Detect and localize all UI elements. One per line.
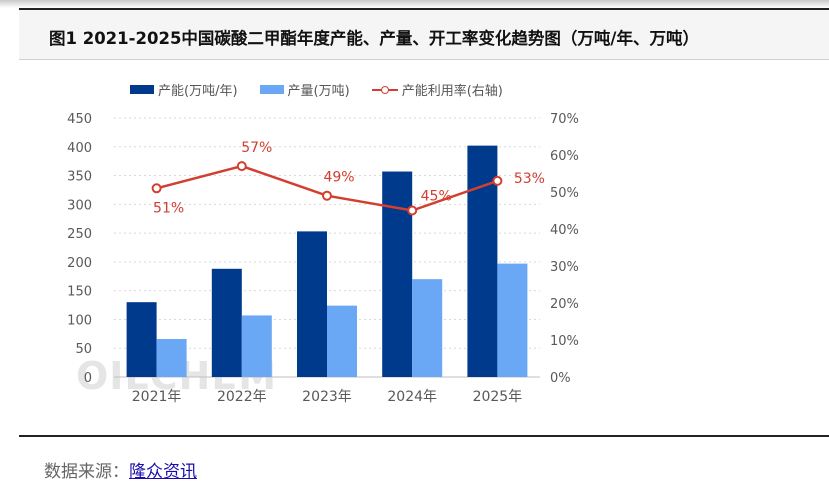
utilization-data-label: 51% <box>153 200 184 216</box>
x-tick-label: 2023年 <box>302 389 352 405</box>
source-label: 数据来源： <box>44 462 129 482</box>
x-tick-label: 2022年 <box>217 389 267 405</box>
y-right-tick-label: 50% <box>550 186 579 201</box>
output-bar <box>156 339 187 377</box>
utilization-point <box>151 183 162 194</box>
source-link[interactable]: 隆众资讯 <box>129 462 197 482</box>
y-left-tick-label: 350 <box>67 170 92 185</box>
legend-item-utilization: 产能利用率(右轴) <box>371 80 503 99</box>
utilization-data-label: 57% <box>241 140 272 156</box>
utilization-data-label: 45% <box>421 189 452 205</box>
x-tick-label: 2021年 <box>132 389 182 405</box>
utilization-data-label: 53% <box>514 171 545 187</box>
utilization-point <box>322 190 332 201</box>
bottom-divider <box>19 435 829 437</box>
x-tick-label: 2025年 <box>473 389 523 405</box>
y-right-tick-label: 30% <box>550 260 579 275</box>
chart-legend: 产能(万吨/年) 产量(万吨) 产能利用率(右轴) <box>130 80 503 99</box>
y-right-tick-label: 0% <box>550 371 571 386</box>
y-right-tick-label: 70% <box>550 112 579 127</box>
utilization-point <box>236 161 247 172</box>
y-right-tick-label: 40% <box>550 223 579 238</box>
y-left-tick-label: 450 <box>67 112 92 127</box>
output-bar <box>327 305 357 377</box>
y-right-tick-label: 20% <box>550 297 579 312</box>
capacity-bar <box>126 302 157 377</box>
capacity-bar <box>382 171 413 377</box>
capacity-swatch <box>130 85 154 94</box>
y-right-tick-label: 60% <box>550 149 579 164</box>
figure-title-bar: 图1 2021-2025中国碳酸二甲酯年度产能、产量、开工率变化趋势图（万吨/年… <box>19 8 829 60</box>
output-bar <box>241 315 272 377</box>
output-swatch <box>259 85 284 94</box>
legend-item-output: 产量(万吨) <box>259 80 350 99</box>
top-shadow <box>0 0 829 8</box>
y-left-tick-label: 400 <box>67 141 92 156</box>
source-note: 数据来源：隆众资讯 <box>44 457 197 482</box>
chart-container: 产能(万吨/年) 产量(万吨) 产能利用率(右轴) OILCHEM 050100… <box>58 68 590 420</box>
y-left-tick-label: 250 <box>67 227 92 242</box>
chart-svg: 0 50 100 150 200 250 300 350 400 450 0% 10% 20% 30% 40… <box>67 112 579 405</box>
y-left-tick-label: 200 <box>67 256 92 271</box>
legend-item-capacity: 产能(万吨/年) <box>130 80 238 99</box>
output-bar <box>497 263 528 377</box>
y-left-tick-label: 150 <box>67 285 92 300</box>
figure-title: 图1 2021-2025中国碳酸二甲酯年度产能、产量、开工率变化趋势图（万吨/年… <box>49 29 699 48</box>
output-bar <box>412 279 443 377</box>
capacity-bar <box>467 145 498 377</box>
y-left-tick-label: 50 <box>75 342 92 357</box>
y-right-tick-label: 10% <box>550 334 579 349</box>
capacity-bar <box>211 268 242 377</box>
utilization-point <box>492 175 503 186</box>
x-tick-label: 2024年 <box>387 389 437 405</box>
utilization-swatch <box>371 85 398 95</box>
legend-label-output: 产量(万吨) <box>287 84 350 99</box>
utilization-point <box>407 205 418 216</box>
utilization-data-label: 49% <box>323 170 354 186</box>
y-left-tick-label: 100 <box>67 313 92 328</box>
legend-label-utilization: 产能利用率(右轴) <box>401 84 503 99</box>
capacity-bar <box>297 231 327 377</box>
y-left-tick-label: 0 <box>84 371 92 386</box>
legend-label-capacity: 产能(万吨/年) <box>158 84 238 99</box>
y-left-tick-label: 300 <box>67 198 92 213</box>
